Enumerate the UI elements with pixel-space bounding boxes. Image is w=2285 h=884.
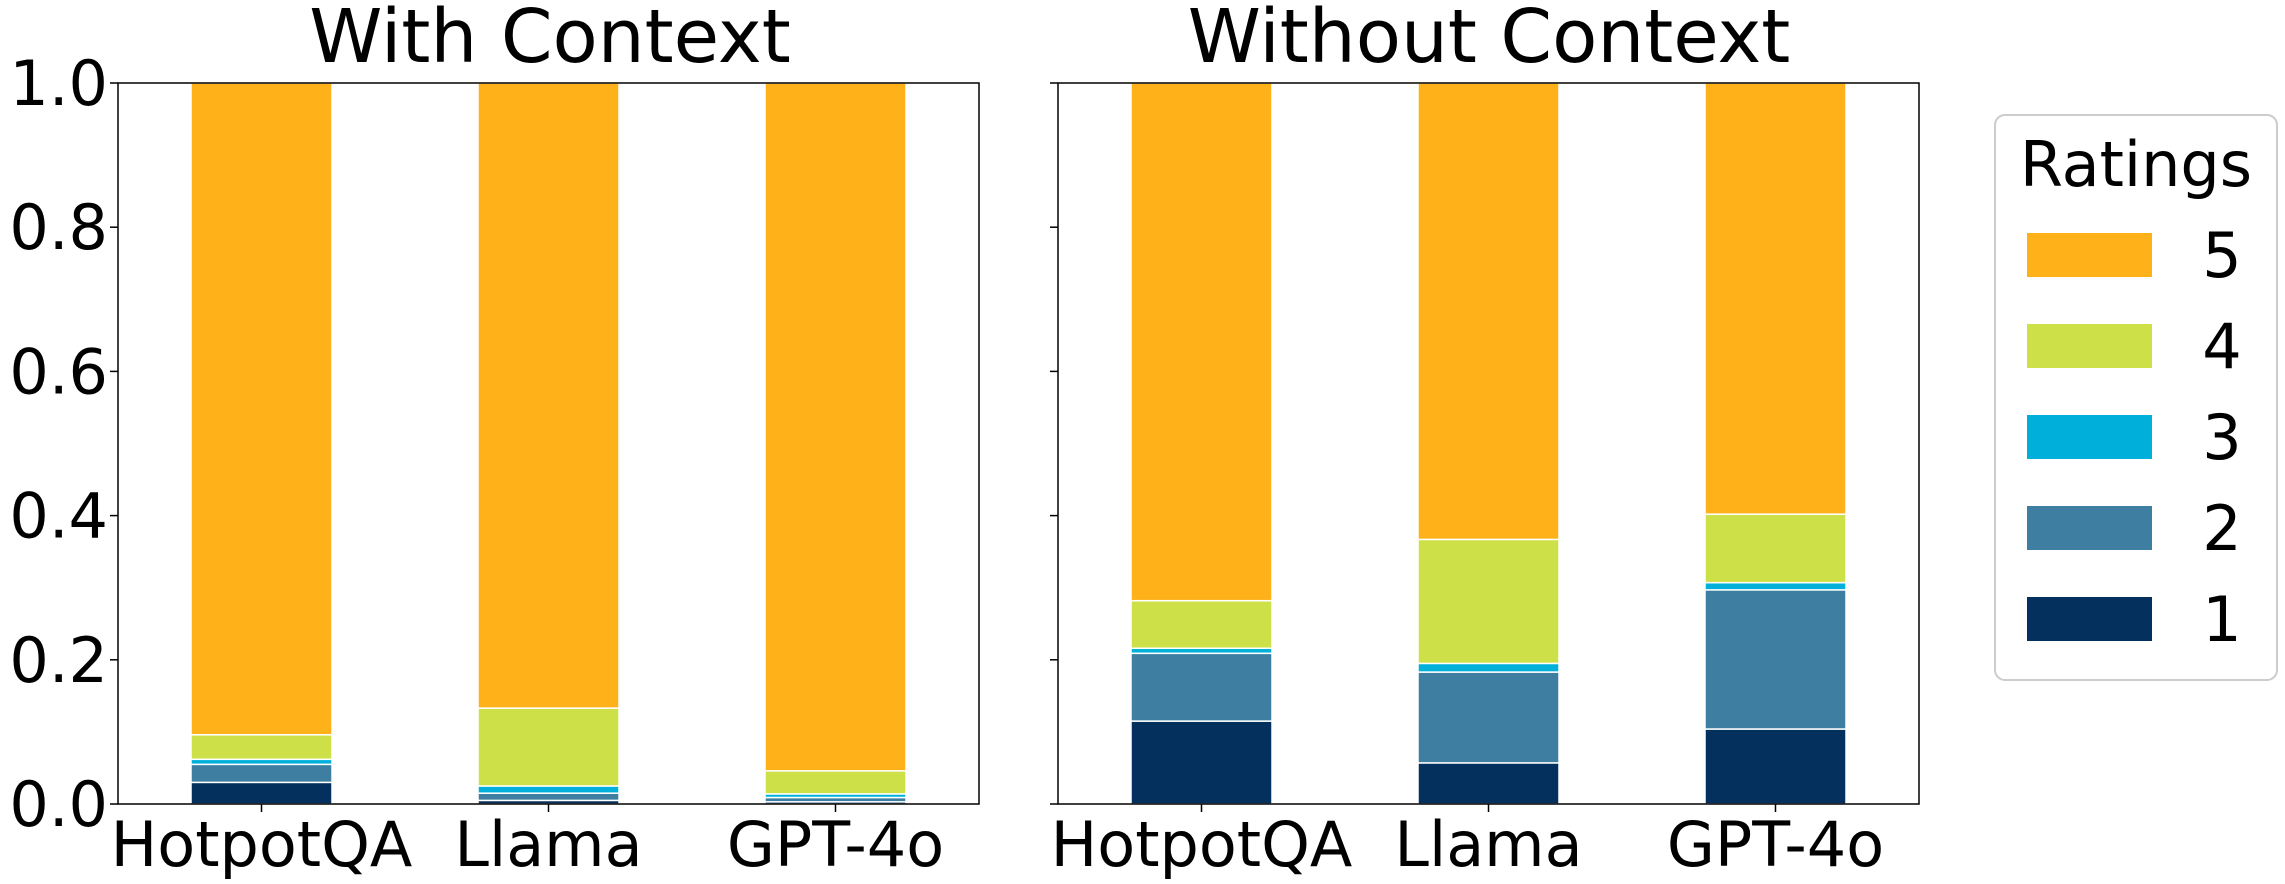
panel-without-context: Without Context HotpotQA Llama GPT-4o <box>1050 0 1920 881</box>
bar-segment-llama-rating-5 <box>1417 82 1560 541</box>
x-tick-label: HotpotQA <box>1051 808 1353 881</box>
legend-label-rating-1: 1 <box>2202 583 2241 656</box>
x-axis: HotpotQA Llama GPT-4o <box>1051 804 1884 881</box>
panel-with-context: With Context 0.0 0.2 0.4 0.6 0.8 1.0 HotpotQA… <box>9 0 980 881</box>
legend: Ratings 5 4 3 2 1 <box>1994 114 2278 681</box>
y-tick-label: 0.8 <box>9 191 108 264</box>
panel-title: Without Context <box>1188 0 1791 80</box>
legend-label-rating-2: 2 <box>2202 492 2241 565</box>
legend-title: Ratings <box>2020 128 2252 201</box>
x-tick-label: GPT-4o <box>1667 808 1884 881</box>
bar-segment-gpt-4o-rating-3 <box>1704 581 1847 591</box>
legend-items: 5 4 3 2 1 <box>2027 219 2242 656</box>
x-tick-label: Llama <box>454 808 642 881</box>
bars-group <box>190 82 907 805</box>
y-tick-label: 0.4 <box>9 480 108 553</box>
bar-segment-gpt-4o-rating-1 <box>1704 728 1847 805</box>
bar-segment-hotpotqa-rating-3 <box>1130 647 1273 655</box>
x-axis: HotpotQA Llama GPT-4o <box>111 804 944 881</box>
y-tick-label: 0.0 <box>9 768 108 841</box>
bar-segment-hotpotqa-rating-2 <box>1130 652 1273 722</box>
legend-swatch-rating-5 <box>2027 233 2152 277</box>
legend-label-rating-3: 3 <box>2202 401 2241 474</box>
y-tick-label: 1.0 <box>9 47 108 120</box>
bar-segment-llama-rating-2 <box>1417 671 1560 764</box>
panel-title: With Context <box>309 0 790 80</box>
legend-label-rating-4: 4 <box>2202 310 2241 383</box>
bar-segment-llama-rating-2 <box>477 792 620 802</box>
bar-segment-llama-rating-3 <box>1417 662 1560 673</box>
bar-segment-hotpotqa-rating-3 <box>190 758 333 766</box>
bar-segment-hotpotqa-rating-5 <box>190 82 333 736</box>
y-tick-label: 0.6 <box>9 335 108 408</box>
legend-swatch-rating-1 <box>2027 597 2152 641</box>
bar-segment-llama-rating-4 <box>477 707 620 787</box>
legend-swatch-rating-2 <box>2027 506 2152 550</box>
bar-segment-gpt-4o-rating-5 <box>1704 82 1847 515</box>
x-tick-label: HotpotQA <box>111 808 413 881</box>
bar-segment-gpt-4o-rating-4 <box>764 770 907 795</box>
bar-segment-hotpotqa-rating-5 <box>1130 82 1273 602</box>
bar-segment-llama-rating-3 <box>477 785 620 794</box>
bar-segment-gpt-4o-rating-4 <box>1704 513 1847 584</box>
y-tick-label: 0.2 <box>9 624 108 697</box>
bar-segment-gpt-4o-rating-5 <box>764 82 907 772</box>
legend-swatch-rating-4 <box>2027 324 2152 368</box>
legend-swatch-rating-3 <box>2027 415 2152 459</box>
bar-segment-hotpotqa-rating-1 <box>190 781 333 805</box>
bar-segment-hotpotqa-rating-2 <box>190 763 333 784</box>
bar-segment-llama-rating-5 <box>477 82 620 709</box>
bar-segment-hotpotqa-rating-4 <box>1130 599 1273 650</box>
bar-segment-llama-rating-1 <box>1417 762 1560 805</box>
x-tick-label: Llama <box>1394 808 1582 881</box>
legend-label-rating-5: 5 <box>2202 219 2241 292</box>
y-axis <box>1050 82 1058 805</box>
bar-segment-llama-rating-4 <box>1417 538 1560 665</box>
bar-segment-hotpotqa-rating-1 <box>1130 720 1273 805</box>
bar-segment-hotpotqa-rating-4 <box>190 734 333 761</box>
bar-segment-gpt-4o-rating-2 <box>1704 589 1847 730</box>
bars-group <box>1130 82 1847 805</box>
x-tick-label: GPT-4o <box>727 808 944 881</box>
y-axis: 0.0 0.2 0.4 0.6 0.8 1.0 <box>9 47 118 841</box>
